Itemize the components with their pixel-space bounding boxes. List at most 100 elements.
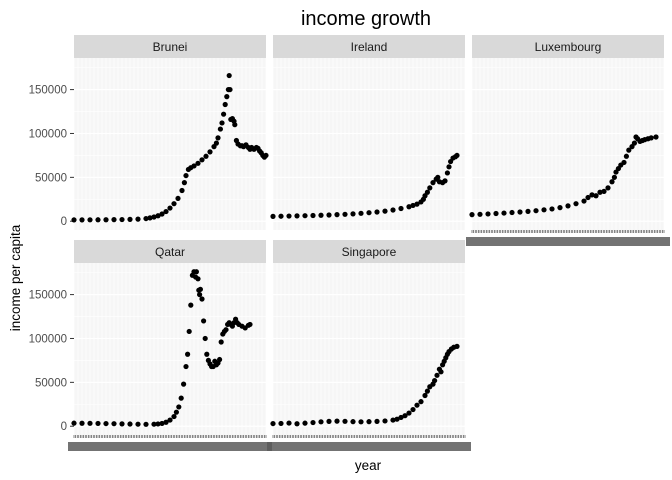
data-point — [111, 217, 117, 223]
series-points — [270, 343, 460, 427]
data-point — [202, 335, 208, 342]
data-point — [432, 377, 438, 384]
y-tick-label: 100000 — [29, 128, 67, 140]
data-point — [469, 212, 475, 218]
data-point — [374, 418, 380, 424]
data-point — [434, 372, 440, 378]
x-tick-labels-overlapped — [466, 237, 670, 246]
data-point — [517, 209, 523, 215]
data-point — [217, 126, 223, 132]
data-point — [195, 276, 201, 282]
y-tick-label: 50000 — [35, 377, 67, 389]
data-point — [350, 419, 356, 425]
data-point — [294, 213, 300, 219]
facet-strip — [273, 35, 465, 58]
data-point — [127, 421, 133, 427]
data-point — [358, 210, 364, 216]
data-point — [143, 215, 149, 222]
data-point — [302, 420, 308, 426]
data-point — [611, 174, 618, 180]
facet-strip — [472, 35, 664, 58]
data-point — [286, 420, 292, 426]
x-axis-title: year — [355, 458, 382, 473]
data-point — [87, 217, 93, 223]
data-point — [442, 178, 448, 184]
data-point — [227, 86, 233, 93]
data-point — [247, 321, 253, 328]
data-point — [199, 157, 205, 163]
data-point — [127, 216, 133, 222]
data-point — [213, 140, 219, 146]
data-point — [103, 420, 109, 427]
data-point — [147, 215, 153, 221]
data-point — [326, 418, 332, 424]
y-tick-label: 0 — [61, 216, 67, 228]
x-axis-ticks — [68, 435, 272, 451]
data-point — [533, 208, 539, 214]
data-point — [95, 420, 101, 427]
data-point — [326, 212, 332, 218]
data-point — [217, 356, 223, 363]
data-point — [430, 180, 436, 186]
data-point — [159, 420, 165, 427]
facet-panel-qatar: Qatar 0 50000 100000 150000 — [29, 240, 272, 451]
data-point — [444, 170, 450, 176]
data-point — [201, 318, 207, 324]
data-point — [382, 418, 388, 424]
data-point — [188, 302, 194, 308]
data-point — [541, 207, 547, 213]
data-point — [119, 421, 125, 427]
chart-title: income growth — [301, 8, 431, 30]
data-point — [394, 416, 400, 422]
data-point — [71, 217, 77, 223]
data-point — [557, 205, 563, 211]
data-point — [597, 189, 603, 195]
panel-grid — [471, 58, 665, 230]
data-point — [178, 395, 184, 401]
panel-grid — [73, 58, 267, 230]
x-tick-labels-overlapped — [68, 442, 272, 451]
data-point — [103, 217, 109, 223]
data-point — [589, 192, 595, 198]
data-point — [111, 421, 117, 427]
data-point — [215, 135, 221, 141]
data-point — [626, 147, 632, 153]
y-axis-title: income per capita — [8, 224, 23, 331]
data-point — [374, 209, 380, 215]
data-point — [151, 421, 157, 427]
data-point — [390, 417, 396, 423]
series-points — [71, 269, 253, 427]
data-point — [278, 213, 284, 219]
data-point — [342, 418, 348, 424]
data-point — [410, 202, 416, 209]
data-point — [181, 180, 187, 186]
data-point — [185, 351, 191, 357]
data-point — [454, 343, 460, 349]
data-point — [366, 419, 372, 425]
data-point — [286, 213, 292, 219]
data-point — [318, 212, 324, 218]
data-point — [221, 111, 227, 117]
data-point — [167, 417, 173, 423]
data-point — [334, 212, 340, 218]
y-tick-label: 150000 — [29, 290, 67, 302]
facet-strip — [273, 240, 465, 263]
data-point — [318, 419, 324, 425]
series-points — [71, 72, 269, 223]
data-point — [181, 381, 187, 387]
data-point — [454, 152, 460, 159]
data-point — [175, 195, 181, 202]
data-point — [302, 213, 308, 219]
data-point — [151, 214, 157, 220]
facet-panel-ireland: Ireland — [270, 35, 466, 230]
data-point — [119, 216, 125, 223]
data-point — [573, 201, 579, 207]
data-point — [342, 211, 348, 217]
data-point — [565, 203, 571, 209]
data-point — [410, 406, 416, 413]
data-point — [509, 209, 515, 216]
data-point — [623, 153, 630, 159]
data-point — [186, 328, 192, 335]
data-point — [493, 210, 499, 217]
